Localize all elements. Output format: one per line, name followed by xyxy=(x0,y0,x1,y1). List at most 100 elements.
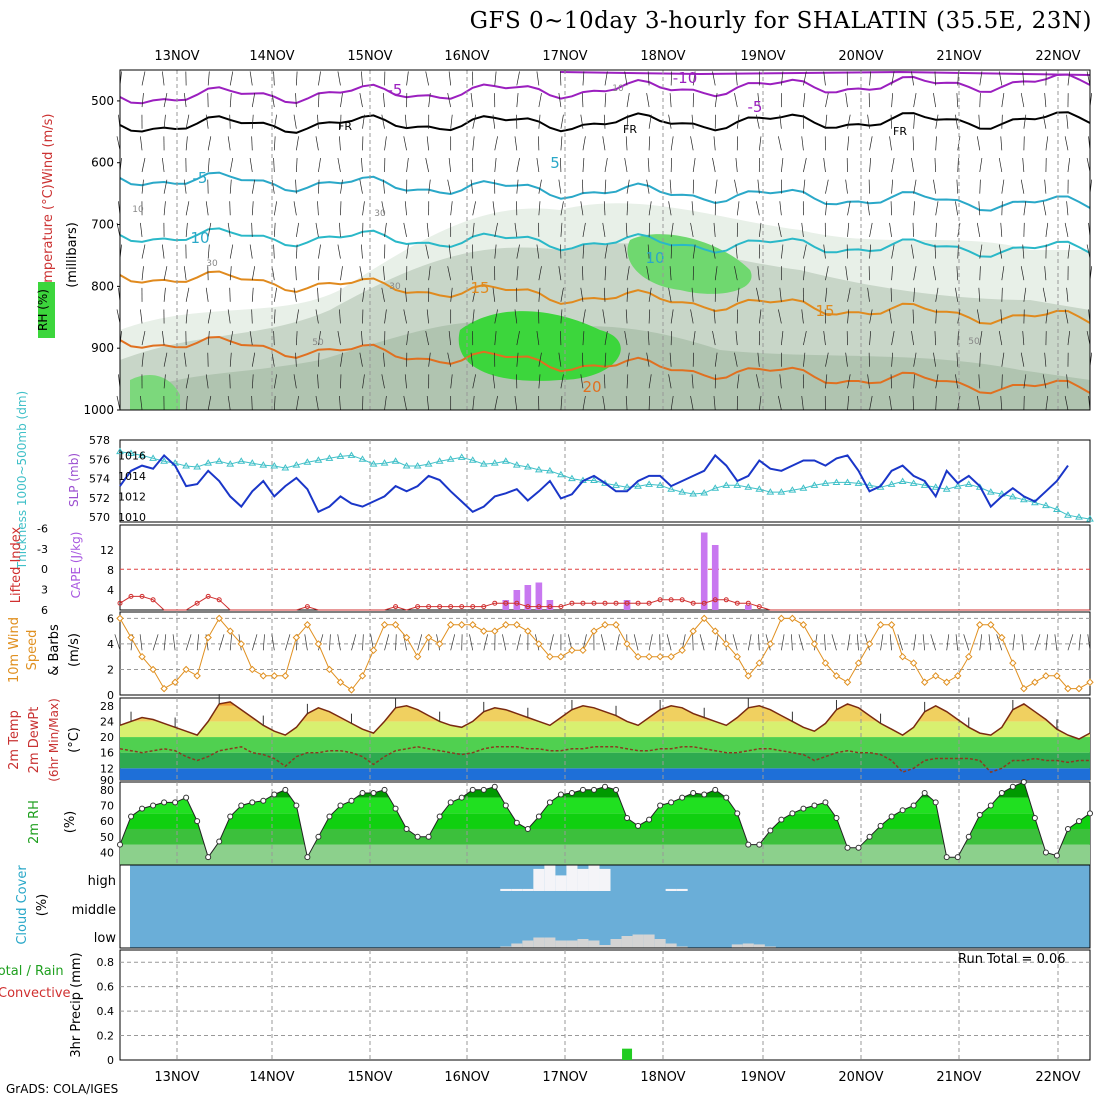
rh-marker xyxy=(337,802,344,809)
wind-barb xyxy=(494,309,498,324)
contour-label: 5 xyxy=(550,154,560,172)
li-marker xyxy=(470,604,476,610)
wind-barb xyxy=(668,287,672,302)
rh-marker xyxy=(855,844,862,851)
wind-barb-10m xyxy=(692,634,694,651)
thickness-marker xyxy=(854,479,863,486)
wind-speed-marker xyxy=(832,672,841,680)
wind-barb xyxy=(318,71,321,86)
wind-barb xyxy=(273,244,275,259)
wind-speed-marker xyxy=(865,640,874,648)
wind-barb xyxy=(538,352,542,367)
wind-speed-marker xyxy=(942,678,951,686)
isotherm--10 xyxy=(559,70,1091,76)
li-marker xyxy=(756,604,762,610)
wind-barb xyxy=(404,114,407,129)
wind-barb xyxy=(735,244,738,259)
wind-barb xyxy=(734,93,738,108)
wind-speed-marker xyxy=(1086,678,1094,686)
wind-barb xyxy=(911,244,914,259)
wind-barb xyxy=(448,331,452,346)
wind-barb xyxy=(163,201,166,216)
wind-barb-10m xyxy=(946,634,950,651)
wind-barb xyxy=(448,244,452,259)
wind-barb xyxy=(756,114,760,129)
wind-barb xyxy=(913,352,917,367)
wind-barb xyxy=(1001,114,1003,129)
thickness-marker xyxy=(942,485,951,492)
wind-barb xyxy=(825,179,829,194)
wind-speed-marker xyxy=(457,621,466,629)
cloud-frame xyxy=(119,864,1091,949)
wind-barb xyxy=(185,374,190,389)
wind-barb xyxy=(470,179,474,194)
wind-barb xyxy=(890,201,892,216)
wind-barb xyxy=(207,331,210,346)
li-marker xyxy=(646,600,652,606)
cloud-low-bar xyxy=(632,934,644,948)
wind-barb xyxy=(339,309,341,324)
wind-barb xyxy=(712,157,716,173)
wind-barb xyxy=(580,374,584,389)
wind-barb xyxy=(207,222,212,237)
wind-barb xyxy=(603,374,606,389)
wind-barb xyxy=(690,395,694,411)
wind-barb xyxy=(758,309,762,324)
cloud-low-bar xyxy=(676,946,688,948)
wind-barb xyxy=(803,352,806,367)
thickness-marker xyxy=(843,478,852,485)
wind-barb xyxy=(758,136,762,151)
wind-barb xyxy=(273,395,276,411)
li-marker xyxy=(668,597,674,603)
rh-marker xyxy=(458,794,465,801)
thickness-marker xyxy=(358,455,367,462)
thickness-marker xyxy=(1042,501,1050,509)
wind-speed-marker xyxy=(303,621,312,629)
rh-marker xyxy=(249,799,256,806)
wind-barb xyxy=(163,266,168,281)
rh-marker xyxy=(976,811,983,818)
cloud-high-bar xyxy=(511,888,523,891)
precip-tick: 0.4 xyxy=(97,1005,115,1018)
wind-barb xyxy=(758,395,762,411)
wind-barb xyxy=(979,157,983,173)
rh-marker xyxy=(734,810,741,817)
wind-barb xyxy=(913,179,917,194)
wind-barb xyxy=(516,71,520,86)
wind-barb xyxy=(889,136,892,151)
thickness-tick: 570 xyxy=(89,511,110,524)
wind-barb-10m xyxy=(880,634,884,651)
temp-band xyxy=(120,721,1090,738)
wind-barb xyxy=(825,374,828,389)
thickness-marker xyxy=(523,463,532,470)
wind-barb xyxy=(713,222,716,237)
wind-speed-marker xyxy=(358,672,367,680)
wind-barb xyxy=(867,287,870,302)
wind-barb xyxy=(869,331,872,346)
wind-speed-marker xyxy=(281,672,290,680)
wind-barb xyxy=(251,395,253,411)
wind-speed-marker xyxy=(347,686,356,694)
wind-barb xyxy=(516,352,519,367)
wind-speed-marker xyxy=(325,665,334,674)
date-label-bottom: 19NOV xyxy=(740,1070,785,1085)
wind-speed-marker xyxy=(843,678,852,686)
wind-barb xyxy=(670,395,674,411)
wind-barb xyxy=(648,114,652,129)
wind-speed-marker xyxy=(513,621,521,629)
thickness-marker xyxy=(755,485,764,492)
wind-speed-marker xyxy=(954,672,962,680)
wind-barb xyxy=(227,222,231,237)
cloud-high-bar xyxy=(599,868,611,891)
wind-tick: 2 xyxy=(107,663,114,676)
wind-barb xyxy=(293,287,297,302)
wind-speed-marker xyxy=(766,640,775,648)
wind-barb xyxy=(538,114,541,129)
wind-speed-marker xyxy=(876,621,885,629)
wind-barb xyxy=(425,71,429,86)
wind-barb xyxy=(604,71,608,86)
wind-barb xyxy=(141,331,146,346)
thickness-marker xyxy=(303,458,312,465)
rh-marker xyxy=(723,794,730,801)
wind-speed-marker xyxy=(1020,684,1028,693)
